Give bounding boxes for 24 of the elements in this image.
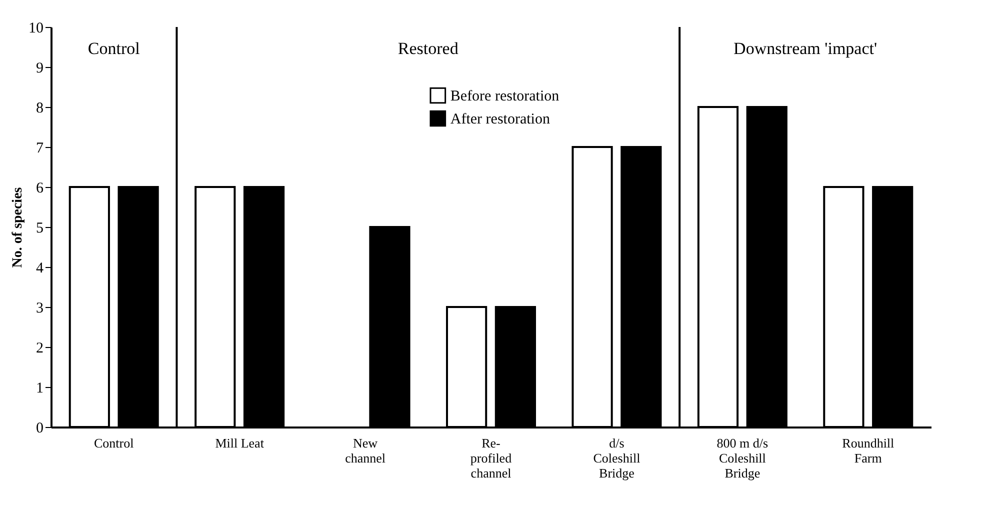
y-tick-label: 4 xyxy=(36,260,44,276)
annotation: Control xyxy=(88,39,140,58)
y-tick-label: 5 xyxy=(36,220,44,236)
x-tick-label: New channel xyxy=(345,436,386,466)
x-tick-label: Roundhill Farm xyxy=(842,436,895,466)
x-tick-label: Re- profiled channel xyxy=(470,436,512,480)
y-tick-label: 9 xyxy=(36,60,44,76)
legend-label: After restoration xyxy=(450,112,550,128)
y-tick-label: 2 xyxy=(36,340,44,356)
annotation: Downstream 'impact' xyxy=(734,39,878,58)
annotation: Restored xyxy=(398,39,459,58)
y-tick-label: 8 xyxy=(36,100,44,116)
x-tick-label: 800 m d/s Coleshill Bridge xyxy=(716,436,768,480)
x-tick-label: Control xyxy=(94,436,134,450)
y-tick-label: 10 xyxy=(28,20,44,36)
y-tick-label: 6 xyxy=(36,180,44,196)
y-tick-label: 0 xyxy=(36,420,44,436)
y-tick-label: 3 xyxy=(36,300,44,316)
x-tick-label: Mill Leat xyxy=(215,436,264,450)
y-axis-title: No. of species xyxy=(10,186,26,268)
y-tick-label: 1 xyxy=(36,380,44,396)
y-tick-label: 7 xyxy=(36,140,44,156)
legend-label: Before restoration xyxy=(450,88,560,104)
x-tick-label: d/s Coleshill Bridge xyxy=(593,436,641,480)
